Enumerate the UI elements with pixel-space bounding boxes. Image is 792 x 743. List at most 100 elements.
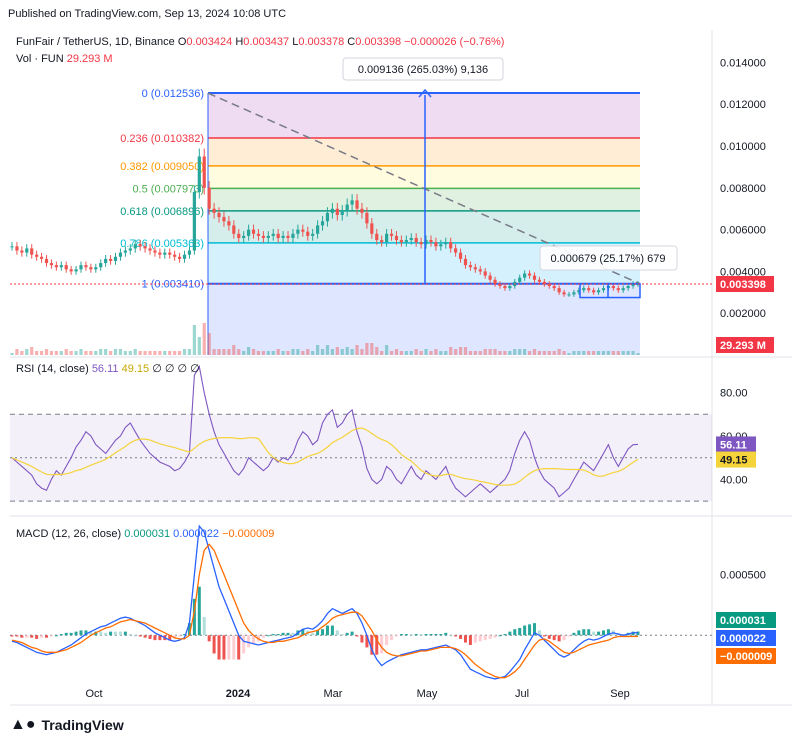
candle-body bbox=[74, 269, 78, 272]
macd-histogram-bar bbox=[577, 630, 581, 636]
volume-bar bbox=[434, 349, 438, 355]
macd-histogram-bar bbox=[409, 634, 413, 636]
rsi-tick-label: 40.00 bbox=[720, 474, 748, 486]
volume-bar bbox=[596, 351, 601, 355]
volume-bar bbox=[513, 349, 517, 355]
macd-histogram-bar bbox=[69, 632, 73, 636]
candle-body bbox=[311, 233, 315, 236]
candle-body bbox=[572, 292, 576, 295]
volume-bar bbox=[182, 349, 187, 355]
volume-bar bbox=[345, 347, 349, 355]
volume-bar bbox=[79, 349, 83, 355]
macd-histogram-bar bbox=[606, 629, 610, 636]
macd-histogram-bar bbox=[321, 629, 325, 636]
volume-bar bbox=[518, 349, 522, 355]
candle-body bbox=[596, 290, 601, 293]
measure-box-small bbox=[539, 245, 678, 271]
time-tick-label: May bbox=[417, 688, 438, 700]
macd-histogram-bar bbox=[528, 624, 532, 636]
volume-bar bbox=[552, 351, 556, 355]
macd-histogram-bar bbox=[385, 635, 389, 645]
macd-histogram-bar bbox=[567, 635, 571, 637]
volume-bar bbox=[256, 351, 261, 355]
candle-body bbox=[552, 286, 556, 289]
macd-histogram-bar bbox=[291, 632, 295, 636]
macd-histogram-bar bbox=[498, 635, 502, 637]
candle-body bbox=[99, 263, 103, 268]
volume-bar bbox=[631, 351, 635, 355]
macd-value-tag bbox=[716, 612, 776, 628]
candle-body bbox=[232, 225, 236, 234]
macd-histogram-bar bbox=[587, 629, 591, 636]
volume-bar bbox=[601, 351, 606, 355]
last-price-tag bbox=[716, 275, 774, 292]
macd-histogram-bar bbox=[340, 634, 344, 636]
candle-body bbox=[592, 290, 596, 293]
volume-bar bbox=[458, 347, 463, 355]
volume-bar bbox=[488, 349, 492, 355]
macd-histogram-bar bbox=[217, 635, 221, 660]
macd-histogram-bar bbox=[518, 627, 522, 636]
candle-body bbox=[532, 275, 537, 280]
volume-bar bbox=[527, 351, 532, 355]
tradingview-logo[interactable]: ▲● TradingView bbox=[10, 716, 124, 734]
candle-body bbox=[84, 265, 88, 268]
macd-histogram-bar bbox=[197, 586, 201, 636]
volume-bar bbox=[360, 349, 364, 355]
macd-histogram-bar bbox=[493, 635, 497, 638]
volume-bar bbox=[355, 345, 359, 355]
macd-histogram-bar bbox=[537, 630, 541, 636]
rsi-value-tag bbox=[716, 436, 756, 453]
macd-histogram-bar bbox=[542, 635, 546, 637]
candle-body bbox=[518, 277, 522, 282]
candle-body bbox=[266, 235, 270, 238]
macd-histogram-bar bbox=[109, 631, 113, 636]
candle-body bbox=[261, 235, 265, 238]
macd-histogram-bar bbox=[350, 631, 354, 636]
macd-histogram-bar bbox=[503, 634, 507, 636]
macd-tick-label: 0.000500 bbox=[720, 570, 766, 582]
volume-bar bbox=[330, 349, 334, 355]
macd-histogram-bar bbox=[429, 634, 433, 636]
macd-histogram-bar bbox=[365, 635, 369, 648]
volume-bar bbox=[385, 345, 389, 355]
candle-body bbox=[133, 244, 137, 249]
volume-bar bbox=[316, 345, 320, 355]
volume-bar bbox=[537, 351, 542, 355]
candle-body bbox=[557, 288, 561, 293]
candle-body bbox=[454, 248, 458, 253]
volume-bar bbox=[389, 351, 394, 355]
volume-bar bbox=[84, 351, 88, 355]
macd-histogram-bar bbox=[89, 631, 93, 636]
macd-histogram-bar bbox=[434, 634, 438, 636]
volume-bar bbox=[572, 351, 576, 355]
rsi-header: RSI (14, close) 56.11 49.15 ∅ ∅ ∅ ∅ bbox=[16, 363, 200, 375]
candle-body bbox=[10, 246, 14, 248]
price-tick-label: 0.014000 bbox=[720, 57, 766, 69]
volume-bar bbox=[562, 351, 566, 355]
macd-histogram-bar bbox=[192, 598, 196, 636]
candle-body bbox=[256, 233, 261, 236]
macd-histogram-bar bbox=[454, 635, 458, 637]
candle-body bbox=[39, 256, 44, 259]
volume-bar bbox=[532, 349, 537, 355]
volume-bar bbox=[251, 349, 256, 355]
candle-body bbox=[399, 240, 404, 243]
candle-body bbox=[251, 229, 256, 234]
candle-body bbox=[59, 265, 63, 268]
macd-histogram-bar bbox=[79, 630, 83, 636]
macd-histogram-bar bbox=[562, 635, 566, 641]
measure-box-big bbox=[342, 57, 504, 81]
tradingview-icon: ▲● bbox=[10, 716, 36, 733]
macd-histogram-bar bbox=[261, 635, 265, 638]
candle-body bbox=[168, 252, 172, 255]
volume-bar bbox=[414, 349, 418, 355]
volume-bar bbox=[128, 351, 132, 355]
volume-bar bbox=[49, 351, 54, 355]
candle-body bbox=[424, 240, 428, 245]
macd-histogram-bar bbox=[281, 632, 285, 636]
volume-bar bbox=[163, 351, 167, 355]
macd-histogram-bar bbox=[463, 635, 467, 643]
candle-body bbox=[523, 273, 527, 278]
